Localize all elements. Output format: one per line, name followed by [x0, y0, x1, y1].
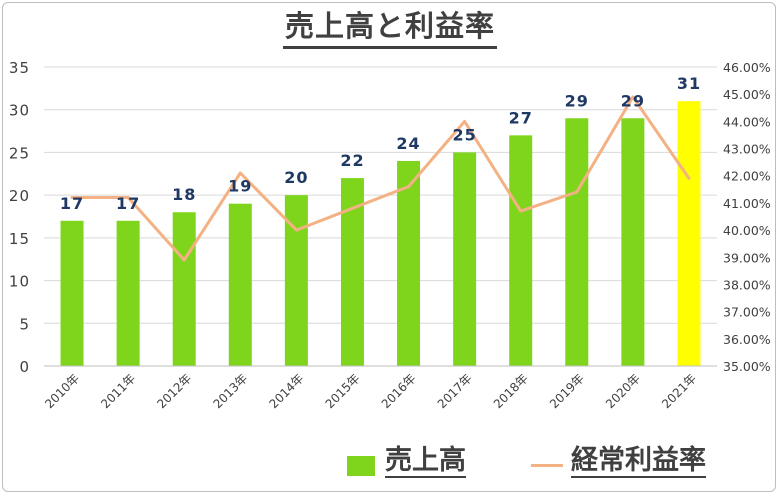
legend-label-sales: 売上高 [385, 445, 466, 479]
x-tick-label: 2015年 [323, 371, 363, 411]
y-right-tick-label: 41.00% [723, 196, 771, 211]
bar-data-label: 27 [509, 108, 533, 127]
bar [509, 135, 533, 366]
y-right-tick-label: 46.00% [723, 60, 771, 75]
y-left-tick-label: 10 [9, 273, 30, 291]
margin-line [70, 95, 691, 262]
bar [116, 220, 140, 366]
x-tick-label: 2019年 [547, 371, 587, 411]
y-right-tick-label: 44.00% [723, 114, 771, 129]
bar [453, 152, 477, 366]
bar [621, 118, 645, 366]
y-left-tick-label: 25 [9, 144, 30, 162]
y-left-tick-label: 15 [9, 230, 30, 248]
legend: 売上高 経常利益率 [0, 444, 780, 484]
x-tick-label: 2016年 [379, 371, 419, 411]
bar [340, 178, 364, 366]
y-right-tick-label: 40.00% [723, 223, 771, 238]
bar [60, 220, 84, 366]
legend-line-margin [531, 464, 563, 467]
y-left-tick-label: 0 [19, 358, 30, 376]
y-left-tick-label: 30 [9, 102, 30, 120]
y-right-tick-label: 43.00% [723, 142, 771, 157]
x-tick-label: 2017年 [435, 371, 475, 411]
y-right-tick-label: 39.00% [723, 250, 771, 265]
x-tick-label: 2018年 [491, 371, 531, 411]
y-right-tick-label: 35.00% [723, 359, 771, 374]
bar [565, 118, 589, 366]
bar-data-label: 22 [340, 151, 364, 170]
y-right-tick-label: 36.00% [723, 332, 771, 347]
bar-data-label: 25 [452, 125, 476, 144]
bar-data-label: 29 [565, 91, 589, 110]
x-tick-label: 2020年 [603, 371, 643, 411]
y-right-tick-label: 42.00% [723, 169, 771, 184]
x-tick-label: 2013年 [210, 371, 250, 411]
bar-data-label: 24 [396, 134, 420, 153]
legend-label-margin: 経常利益率 [571, 445, 706, 479]
x-tick-label: 2014年 [267, 371, 307, 411]
bar-data-label: 17 [60, 194, 84, 213]
x-tick-label: 2010年 [42, 371, 82, 411]
bar-data-label: 19 [228, 177, 252, 196]
y-right-tick-label: 38.00% [723, 277, 771, 292]
bar [677, 101, 701, 367]
x-tick-label: 2011年 [98, 371, 138, 411]
bar-data-label: 29 [621, 91, 645, 110]
bar-data-label: 17 [116, 194, 140, 213]
bar-data-label: 31 [677, 74, 701, 93]
bar-data-label: 18 [172, 185, 196, 204]
x-tick-label: 2012年 [154, 371, 194, 411]
y-right-tick-label: 45.00% [723, 87, 771, 102]
y-left-tick-label: 5 [19, 315, 30, 333]
chart-title: 売上高と利益率 [282, 9, 497, 50]
bar [228, 203, 252, 366]
y-left-tick-label: 35 [9, 59, 30, 77]
x-tick-label: 2021年 [659, 371, 699, 411]
bar [172, 212, 196, 366]
legend-swatch-sales [347, 456, 375, 476]
bar-data-label: 20 [284, 168, 308, 187]
bar [284, 195, 308, 366]
y-right-tick-label: 37.00% [723, 305, 771, 320]
y-left-tick-label: 20 [9, 187, 30, 205]
bar [397, 160, 421, 366]
chart-title-wrap: 売上高と利益率 [0, 9, 780, 50]
